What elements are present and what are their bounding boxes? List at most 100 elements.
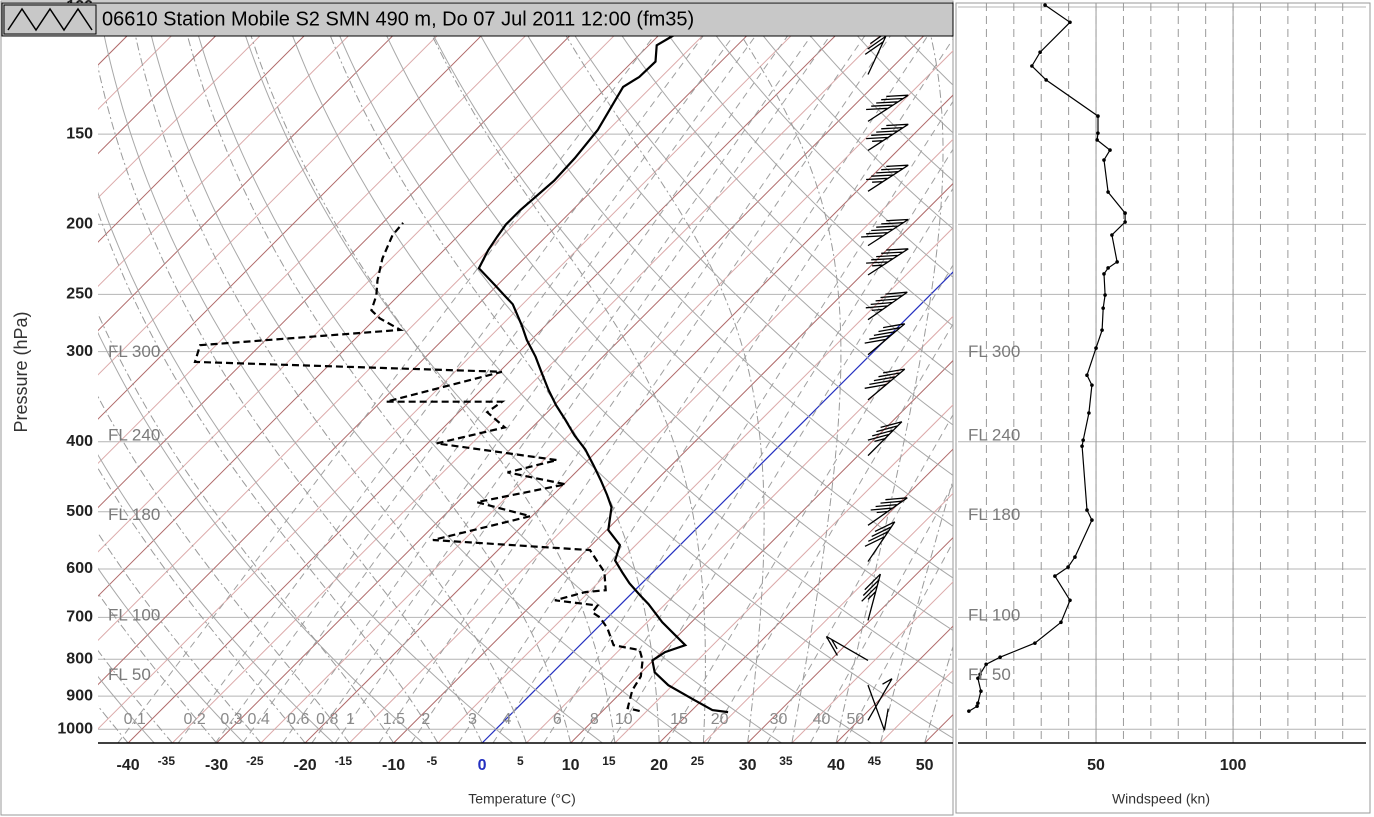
windspeed-point (1073, 555, 1077, 559)
barb-shape (861, 573, 882, 621)
y-tick-label: 1000 (57, 720, 93, 737)
moist-adiabat (879, 478, 953, 743)
isotherm (127, 6, 865, 743)
barb-shape (867, 678, 893, 721)
title-bar (1, 2, 954, 37)
dry-adiabat (740, 6, 953, 230)
windspeed-point (1085, 508, 1089, 512)
barb-shape (864, 521, 896, 562)
windspeed-point (976, 701, 980, 705)
moist-adiabat (246, 22, 616, 743)
windspeed-point (1100, 328, 1104, 332)
windspeed-point (1033, 641, 1037, 645)
x-tick-label: -20 (294, 757, 317, 774)
moist-adiabat (98, 395, 350, 743)
barb-shape (866, 94, 909, 122)
wind-barb (867, 421, 903, 457)
temperature-line (477, 33, 729, 714)
wind-barb (866, 123, 909, 152)
windspeed-point (1094, 346, 1098, 350)
windspeed-point (1066, 565, 1070, 569)
barb-shape (867, 497, 908, 526)
mixing-ratio-label: 10 (615, 711, 633, 728)
wind-barb (866, 248, 909, 276)
wind-barb (866, 164, 909, 192)
windspeed-point (1123, 220, 1127, 224)
isotherm (791, 581, 953, 743)
moist-adiabat (924, 644, 953, 743)
windspeed-point (1044, 78, 1048, 82)
barb-shape (825, 635, 869, 661)
chart-title: 06610 Station Mobile S2 SMN 490 m, Do 07… (102, 8, 694, 30)
mixing-ratio-label: 0.3 (220, 711, 242, 728)
barb-shape (867, 421, 903, 457)
dry-adiabat (464, 6, 953, 527)
windspeed-point (1053, 574, 1057, 578)
mixing-ratio-label: 0.6 (287, 711, 309, 728)
moist-adiabat (835, 22, 944, 743)
moist-adiabat (132, 22, 527, 743)
flight-level-label: FL 240 (968, 426, 1020, 445)
x-tick-label: -35 (158, 754, 176, 768)
moist-adiabat (98, 649, 173, 743)
mixing-ratio-label: 0.4 (248, 711, 270, 728)
windspeed-point (975, 704, 979, 708)
dry-adiabat (235, 6, 872, 743)
isotherm (481, 271, 953, 743)
mixing-ratio-line (457, 6, 948, 743)
x-tick-label: 35 (779, 754, 793, 768)
windspeed-point (1115, 260, 1119, 264)
mixing-ratio-line (311, 6, 832, 743)
chart-menu-icon[interactable] (3, 4, 97, 35)
barb-shape (865, 291, 908, 321)
windspeed-point (1090, 518, 1094, 522)
mixing-ratio-line (334, 6, 851, 743)
isotherm (349, 138, 953, 743)
dry-adiabat (694, 6, 953, 278)
windspeed-point (1108, 148, 1112, 152)
y-tick-label: 250 (66, 286, 93, 303)
mixing-ratio-line (117, 6, 677, 743)
flight-level-label: FL 300 (968, 342, 1020, 361)
windspeed-point (1043, 3, 1047, 7)
windspeed-point (978, 672, 982, 677)
flight-level-label: FL 100 (968, 605, 1020, 624)
mixing-ratio-label: 8 (590, 711, 599, 728)
x-tick-label: 40 (827, 757, 845, 774)
barb-shape (864, 30, 889, 75)
windspeed-point (979, 689, 983, 693)
windspeed-point (1081, 438, 1085, 442)
isotherm (98, 6, 732, 642)
windspeed-point (1085, 373, 1089, 378)
moist-adiabat (98, 65, 483, 743)
flight-level-label: FL 100 (108, 605, 160, 624)
mixing-ratio-line (492, 38, 953, 743)
isotherm (437, 227, 953, 743)
windspeed-point (984, 662, 988, 667)
dry-adiabat (419, 6, 953, 579)
flight-level-label: FL 300 (108, 342, 160, 361)
y-tick-label: 200 (66, 216, 93, 233)
y-tick-label: 150 (66, 125, 93, 142)
moist-adiabat (425, 22, 706, 743)
left-panel (0, 0, 954, 816)
isotherm (98, 6, 422, 332)
mixing-ratio-label: 0.8 (316, 711, 338, 728)
isotherm (98, 6, 599, 509)
wind-barb (866, 94, 909, 122)
isotherm (98, 6, 511, 420)
mixing-ratio-line (610, 187, 953, 743)
barb-shape (866, 164, 909, 192)
windspeed-point (1095, 138, 1099, 142)
x-tick-label: 20 (650, 757, 668, 774)
barb-shape (867, 684, 889, 731)
wind-barb (867, 678, 893, 721)
isotherm (98, 6, 688, 597)
mixing-ratio-line (242, 6, 777, 743)
x-tick-label: 25 (691, 754, 705, 768)
y-tick-label: 900 (66, 687, 93, 704)
wind-barb (865, 291, 908, 321)
x-tick-label: -10 (382, 757, 405, 774)
windspeed-point (967, 709, 971, 713)
moist-adiabat (98, 532, 262, 743)
